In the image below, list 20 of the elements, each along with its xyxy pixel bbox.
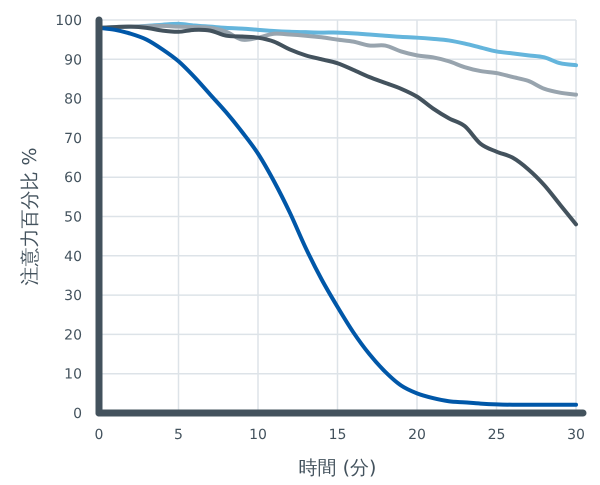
y-tick-label: 80 <box>64 92 82 108</box>
x-axis-title: 時間 (分) <box>298 457 376 479</box>
x-tick-label: 0 <box>94 427 104 443</box>
y-tick-label: 40 <box>64 248 82 265</box>
x-tick-label: 25 <box>488 427 506 443</box>
y-tick-label: 10 <box>64 366 82 383</box>
x-tick-label: 20 <box>408 427 426 443</box>
y-tick-label: 70 <box>64 130 82 147</box>
y-tick-label: 0 <box>73 406 82 422</box>
y-tick-label: 60 <box>64 170 82 186</box>
x-tick-label: 10 <box>249 427 267 443</box>
y-tick-label: 90 <box>64 52 82 68</box>
y-axis-title: 注意力百分比 % <box>19 147 41 286</box>
y-tick-label: 100 <box>55 13 82 29</box>
y-tick-label: 50 <box>64 210 82 226</box>
x-tick-label: 30 <box>567 427 585 443</box>
x-tick-label: 15 <box>328 427 346 443</box>
y-tick-label: 30 <box>64 288 82 304</box>
x-tick-label: 5 <box>174 427 183 443</box>
y-tick-label: 20 <box>64 327 82 344</box>
